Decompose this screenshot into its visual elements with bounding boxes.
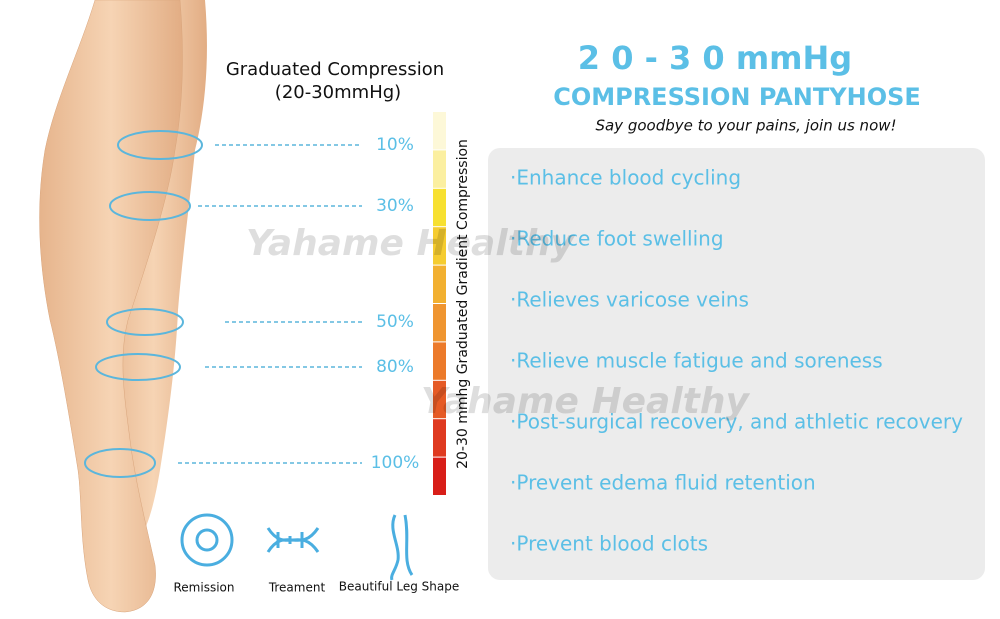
watermark: Yahame Healthy <box>421 381 750 422</box>
header-title: 2 0 - 3 0 mmHg <box>578 39 852 77</box>
ring <box>117 130 203 160</box>
feature-item: ·Post-surgical recovery, and athletic re… <box>510 410 963 434</box>
level-label: 80% <box>376 357 414 377</box>
scale-segment <box>433 419 446 457</box>
scale-segment <box>433 457 446 495</box>
feature-item: ·Relieve muscle fatigue and soreness <box>510 349 883 373</box>
level-label: 30% <box>376 196 414 216</box>
level-label: 10% <box>376 135 414 155</box>
icon-label: Remission <box>174 581 235 595</box>
level-label: 100% <box>371 453 420 473</box>
icon-label: Treament <box>268 581 326 595</box>
feature-item: ·Relieves varicose veins <box>510 288 749 312</box>
scale-segment <box>433 150 446 188</box>
scale-label: 20-30 mmhg Graduated Gradient Compressio… <box>455 139 471 469</box>
scale-segment <box>433 380 446 419</box>
icon-label: Beautiful Leg Shape <box>339 580 459 594</box>
feature-box <box>488 148 985 580</box>
icons <box>180 513 414 581</box>
color-scale <box>433 112 446 495</box>
ring <box>109 191 191 221</box>
ring <box>84 448 156 478</box>
watermark: Yahame Healthy <box>246 223 575 264</box>
ring <box>106 308 184 336</box>
feature-item: ·Prevent edema fluid retention <box>510 471 816 495</box>
scale-segment <box>433 227 446 265</box>
scale-segment <box>433 265 446 303</box>
tagline: Say goodbye to your pains, join us now! <box>595 117 896 135</box>
scale-segment <box>433 188 446 227</box>
left-title: Graduated Compression <box>226 59 444 80</box>
scale-segment <box>433 342 446 380</box>
header-subtitle: COMPRESSION PANTYHOSE <box>553 83 921 111</box>
scale-segment <box>433 112 446 150</box>
feature-item: ·Enhance blood cycling <box>510 166 741 190</box>
leg-front <box>39 0 183 613</box>
level-label: 50% <box>376 312 414 332</box>
left-subtitle: (20-30mmHg) <box>275 82 401 103</box>
feature-item: ·Prevent blood clots <box>510 532 708 556</box>
scale-segment <box>433 304 446 342</box>
ring <box>95 353 181 381</box>
feature-item: ·Reduce foot swelling <box>510 227 724 251</box>
